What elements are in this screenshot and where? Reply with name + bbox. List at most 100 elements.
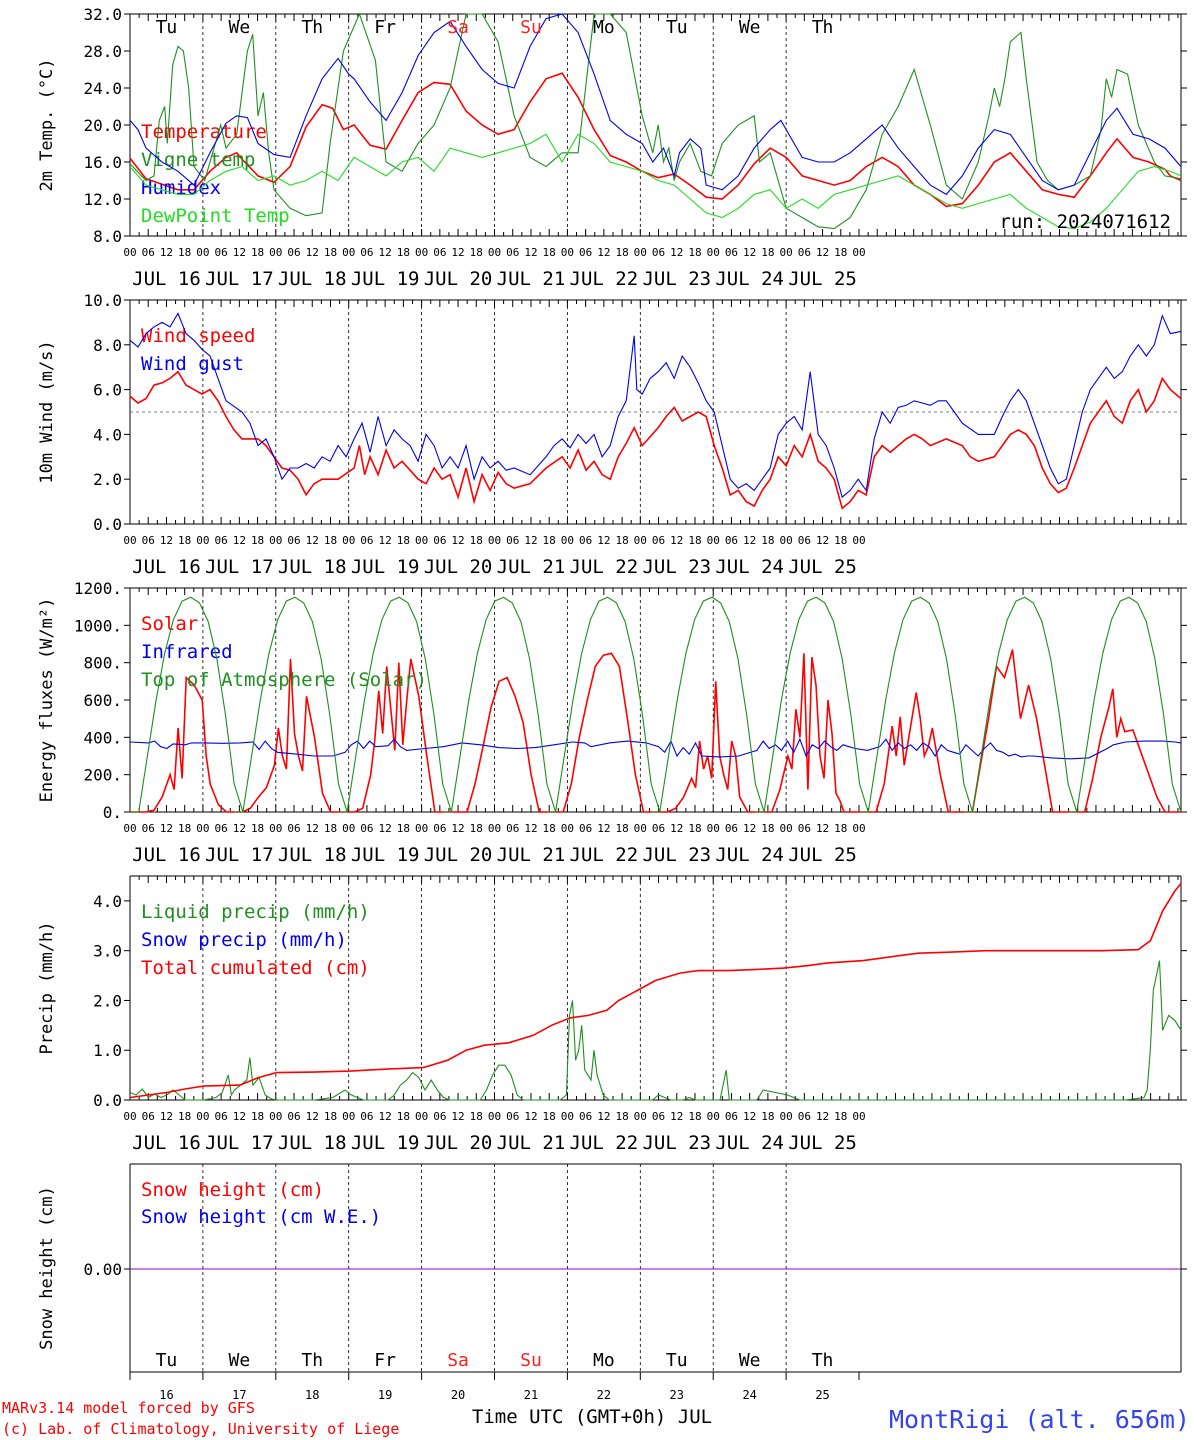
x-tick-label: 00 bbox=[634, 246, 647, 259]
x-tick-label: 06 bbox=[725, 534, 738, 547]
x-tick-label: 06 bbox=[652, 822, 665, 835]
y-tick-label: 4.0 bbox=[93, 425, 122, 444]
x-tick-label: 06 bbox=[579, 822, 592, 835]
date-label: JUL 24 bbox=[715, 556, 784, 578]
x-axis-label: Time UTC (GMT+0h) JUL bbox=[472, 1406, 712, 1428]
date-label: JUL 17 bbox=[205, 268, 274, 290]
x-tick-label: 06 bbox=[360, 822, 373, 835]
x-tick-label: 06 bbox=[142, 1110, 155, 1123]
date-label: JUL 16 bbox=[132, 844, 201, 866]
date-label: JUL 19 bbox=[351, 844, 420, 866]
x-tick-label: 00 bbox=[852, 246, 865, 259]
x-tick-label: 18 bbox=[470, 822, 483, 835]
x-tick-label: 06 bbox=[725, 1110, 738, 1123]
x-tick-label: 12 bbox=[306, 534, 319, 547]
x-tick-label: 12 bbox=[670, 246, 683, 259]
legend-entry: Temperature bbox=[141, 121, 267, 143]
x-tick-label: 06 bbox=[215, 1110, 228, 1123]
x-tick-label: 18 bbox=[688, 246, 701, 259]
x-tick-label: 06 bbox=[725, 246, 738, 259]
x-tick-label: 12 bbox=[597, 534, 610, 547]
x-tick-label: 18 bbox=[324, 822, 337, 835]
day-name: Th bbox=[812, 17, 834, 38]
date-label: JUL 20 bbox=[424, 556, 493, 578]
x-tick-label: 12 bbox=[160, 1110, 173, 1123]
x-tick-label: 12 bbox=[670, 1110, 683, 1123]
x-tick-label: 06 bbox=[506, 246, 519, 259]
legend-entry: Snow height (cm) bbox=[141, 1179, 324, 1201]
x-tick-label: 12 bbox=[743, 1110, 756, 1123]
legend-entry: Wind gust bbox=[141, 353, 244, 375]
x-tick-label: 00 bbox=[196, 1110, 209, 1123]
day-name-bottom: Mo bbox=[593, 1350, 615, 1371]
day-name: Th bbox=[301, 17, 323, 38]
x-tick-label: 06 bbox=[652, 246, 665, 259]
x-tick-label: 12 bbox=[451, 246, 464, 259]
date-label: JUL 18 bbox=[278, 1132, 347, 1154]
x-tick-label: 12 bbox=[451, 534, 464, 547]
panel-1: 8.0 12.0 16.0 20.0 24.0 28.0 32.0 2m Temp. (°C)… bbox=[37, 5, 1187, 290]
x-tick-label: 06 bbox=[579, 1110, 592, 1123]
x-tick-label: 00 bbox=[415, 822, 428, 835]
x-tick-label: 00 bbox=[196, 822, 209, 835]
y-axis-label: 2m Temp. (°C) bbox=[37, 58, 57, 191]
x-tick-label: 06 bbox=[652, 1110, 665, 1123]
x-tick-label: 00 bbox=[634, 822, 647, 835]
date-label: JUL 17 bbox=[205, 556, 274, 578]
x-tick-label: 00 bbox=[269, 822, 282, 835]
x-tick-label: 06 bbox=[215, 534, 228, 547]
x-tick-label: 18 bbox=[834, 534, 847, 547]
legend-entry: Humidex bbox=[141, 177, 221, 199]
series-line-vigne-temp bbox=[129, 12, 1182, 230]
x-tick-label: 06 bbox=[287, 246, 300, 259]
x-tick-label: 00 bbox=[634, 534, 647, 547]
date-label: JUL 25 bbox=[788, 268, 857, 290]
y-tick-label: 3.0 bbox=[93, 942, 122, 961]
x-tick-label: 18 bbox=[543, 1110, 556, 1123]
x-tick-label: 00 bbox=[488, 246, 501, 259]
day-number: 25 bbox=[815, 1388, 829, 1402]
x-tick-label: 18 bbox=[324, 534, 337, 547]
x-tick-label: 12 bbox=[160, 534, 173, 547]
x-tick-label: 12 bbox=[597, 1110, 610, 1123]
date-label: JUL 22 bbox=[570, 556, 639, 578]
y-axis-label: Snow height (cm) bbox=[37, 1186, 57, 1350]
date-label: JUL 23 bbox=[642, 844, 711, 866]
day-name-bottom: We bbox=[229, 1350, 251, 1371]
x-tick-label: 00 bbox=[123, 246, 136, 259]
day-name: Su bbox=[520, 17, 542, 38]
y-axis-label: Precip (mm/h) bbox=[37, 921, 57, 1054]
series-line-dewpoint-temp bbox=[129, 133, 1182, 230]
day-name: Sa bbox=[447, 17, 469, 38]
day-name-bottom: Fr bbox=[374, 1350, 396, 1371]
x-tick-label: 18 bbox=[688, 1110, 701, 1123]
x-tick-label: 18 bbox=[324, 246, 337, 259]
x-tick-label: 00 bbox=[561, 1110, 574, 1123]
date-label: JUL 22 bbox=[570, 1132, 639, 1154]
x-tick-label: 18 bbox=[761, 822, 774, 835]
x-tick-label: 18 bbox=[615, 822, 628, 835]
x-tick-label: 00 bbox=[707, 822, 720, 835]
x-tick-label: 12 bbox=[816, 822, 829, 835]
x-tick-label: 18 bbox=[470, 246, 483, 259]
x-tick-label: 00 bbox=[634, 1110, 647, 1123]
x-tick-label: 12 bbox=[233, 246, 246, 259]
day-number: 18 bbox=[305, 1388, 319, 1402]
x-tick-label: 00 bbox=[196, 534, 209, 547]
date-label: JUL 21 bbox=[497, 1132, 566, 1154]
day-number: 19 bbox=[378, 1388, 392, 1402]
y-tick-label: 0.0 bbox=[93, 1091, 122, 1110]
day-name: Mo bbox=[593, 17, 615, 38]
x-tick-label: 00 bbox=[852, 1110, 865, 1123]
y-tick-label: 10.0 bbox=[83, 291, 122, 310]
y-tick-label: 400. bbox=[83, 728, 122, 747]
x-tick-label: 06 bbox=[360, 534, 373, 547]
legend-entry: Snow precip (mm/h) bbox=[141, 929, 347, 951]
x-tick-label: 18 bbox=[470, 1110, 483, 1123]
x-tick-label: 06 bbox=[798, 1110, 811, 1123]
y-tick-label: 16.0 bbox=[83, 153, 122, 172]
day-name: Tu bbox=[156, 17, 178, 38]
x-tick-label: 00 bbox=[342, 1110, 355, 1123]
legend-entry: Infrared bbox=[141, 641, 233, 663]
x-tick-label: 18 bbox=[178, 1110, 191, 1123]
